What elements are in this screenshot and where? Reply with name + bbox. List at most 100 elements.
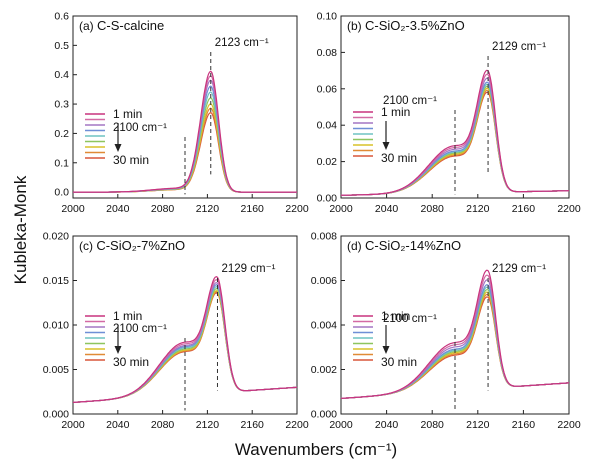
reference-line-label: 2129 cm⁻¹ [492,41,546,53]
panel-b: 2000 2040 2080 2120 2160 2200 0.00 0.02 0.04 0.06… [317,11,581,216]
legend-arrow-head [114,346,122,354]
x-tick-label: 2000 [61,419,85,431]
x-tick-label: 2160 [241,419,265,431]
legend-arrow-head [382,142,390,150]
y-tick-label: 0.00 [317,193,338,205]
y-tick-label: 0.06 [317,83,338,95]
spectrum-line [340,284,569,399]
y-tick-label: 0.5 [54,40,69,52]
y-tick-label: 0.015 [43,275,69,287]
y-tick-label: 0.08 [317,47,338,59]
x-tick-label: 2200 [557,419,581,431]
reference-line-label: 2100 cm⁻¹ [113,323,167,335]
figure-xlabel: Wavenumbers (cm⁻¹) [235,440,397,459]
panel-letter: (b) [347,19,365,33]
x-tick-label: 2040 [375,419,399,431]
x-tick-label: 2080 [151,203,175,215]
y-tick-label: 0.020 [43,231,69,243]
y-tick-label: 0.04 [317,120,338,132]
x-tick-label: 2160 [241,203,265,215]
y-tick-label: 0.2 [54,128,69,140]
y-tick-label: 0.4 [54,69,69,81]
panel-letter: (d) [347,239,365,253]
y-tick-label: 0.10 [317,11,338,23]
plot-frame [72,15,298,199]
spectrum-line [73,276,298,403]
x-tick-label: 2120 [196,203,220,215]
panel-title: (c) C-SiO₂-7%ZnO [79,238,185,253]
panel-sample-name: C-SiO₂-14%ZnO [365,238,461,253]
y-tick-label: 0.3 [54,99,69,111]
legend: 1 min 30 min [353,309,417,369]
reference-line-label: 2129 cm⁻¹ [492,263,546,275]
y-tick-label: 0.002 [311,364,337,376]
reference-line-label: 2100 cm⁻¹ [383,313,437,325]
y-tick-label: 0.6 [54,11,69,23]
legend-last-label: 30 min [113,153,149,167]
figure-ylabel: Kubleka-Monk [11,175,30,284]
legend-first-label: 1 min [381,309,410,323]
x-tick-label: 2040 [106,419,130,431]
panel-title: (a) C-S-calcine [79,18,164,33]
y-tick-label: 0.1 [54,157,69,169]
y-tick-label: 0.000 [43,409,69,421]
legend-first-label: 1 min [113,107,142,121]
x-tick-label: 2080 [421,203,445,215]
y-tick-label: 0.004 [311,320,337,332]
x-tick-label: 2200 [285,419,309,431]
y-tick-label: 0.005 [43,364,69,376]
y-tick-label: 0.0 [54,187,69,199]
panel-title: (b) C-SiO₂-3.5%ZnO [347,18,465,33]
x-tick-label: 2160 [512,203,536,215]
x-tick-label: 2000 [61,203,85,215]
x-tick-label: 2000 [329,419,353,431]
spectrum-line [340,89,569,196]
spectrum-line [340,91,569,196]
spectrum-line [73,286,298,403]
panel-title: (d) C-SiO₂-14%ZnO [347,238,461,253]
x-tick-label: 2200 [285,203,309,215]
x-tick-label: 2040 [375,203,399,215]
x-tick-label: 2000 [329,203,353,215]
x-tick-label: 2040 [106,203,130,215]
reference-line-label: 2129 cm⁻¹ [221,263,275,275]
x-tick-label: 2120 [466,419,490,431]
x-tick-label: 2160 [512,419,536,431]
reference-line-label: 2123 cm⁻¹ [215,37,269,49]
panel-sample-name: C-SiO₂-7%ZnO [96,238,185,253]
panel-d: 2000 2040 2080 2120 2160 2200 0.000 0.002 0.004 0… [311,231,581,432]
reference-line-label: 2100 cm⁻¹ [113,122,167,134]
legend-arrow-head [382,346,390,354]
legend-last-label: 30 min [381,151,417,165]
panel-sample-name: C-SiO₂-3.5%ZnO [365,18,465,33]
legend-last-label: 30 min [113,355,149,369]
legend: 1 min 30 min [85,107,149,167]
y-tick-label: 0.02 [317,156,338,168]
legend: 1 min 30 min [353,105,417,165]
spectrum-line [73,91,297,193]
legend-last-label: 30 min [381,355,417,369]
legend-first-label: 1 min [381,105,410,119]
panel-sample-name: C-S-calcine [97,18,164,33]
legend-arrow-head [114,144,122,152]
x-tick-label: 2080 [151,419,175,431]
y-tick-label: 0.000 [311,409,337,421]
reference-line-label: 2100 cm⁻¹ [383,95,437,107]
panel-letter: (c) [79,239,96,253]
y-tick-label: 0.008 [311,231,337,243]
y-tick-label: 0.010 [43,320,69,332]
x-tick-label: 2120 [466,203,490,215]
plot-frame [340,15,570,199]
legend: 1 min 30 min [85,309,149,369]
panel-letter: (a) [79,19,97,33]
spectrum-line [340,296,569,399]
x-tick-label: 2200 [557,203,581,215]
legend-first-label: 1 min [113,309,142,323]
panel-a: 2000 2040 2080 2120 2160 2200 0.0 0.1 0.2 0.3 0.4 0… [54,11,308,216]
spectrum-line [73,70,297,193]
x-tick-label: 2120 [196,419,220,431]
x-tick-label: 2080 [421,419,445,431]
panel-c: 2000 2040 2080 2120 2160 2200 0.000 0.005 0.010 0… [43,231,309,432]
spectrum-line [340,77,569,196]
